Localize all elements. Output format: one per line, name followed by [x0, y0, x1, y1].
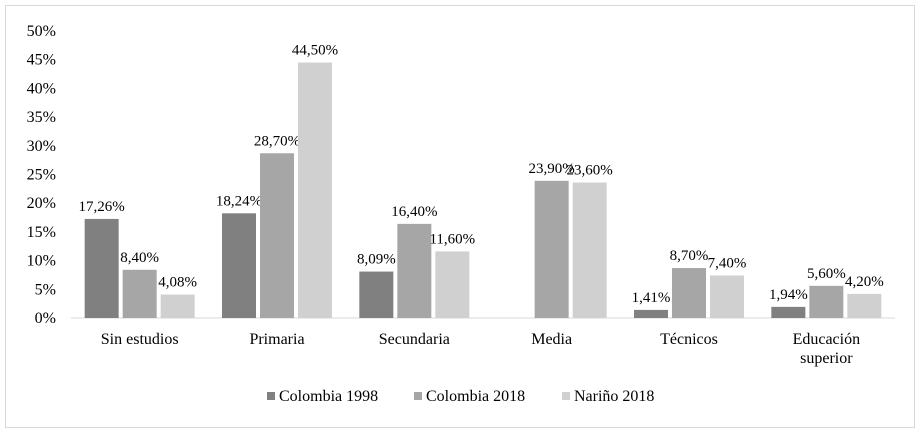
data-label: 5,60% — [807, 266, 846, 282]
bar-colombia-1998-tecnicos — [634, 309, 668, 318]
bar-narino-2018-tecnicos — [710, 275, 744, 318]
x-category-label: Secundaria — [379, 331, 450, 348]
data-label: 8,70% — [670, 248, 709, 264]
data-label: 8,40% — [120, 250, 159, 266]
data-label: 18,24% — [216, 193, 262, 209]
y-tick-label: 35% — [27, 109, 56, 126]
bar-colombia-2018-media — [534, 180, 569, 318]
x-category-label: Educación — [793, 331, 861, 348]
chart-frame — [5, 5, 915, 428]
x-category-label: Media — [531, 331, 572, 348]
bar-colombia-2018-primaria — [260, 153, 294, 318]
legend-swatch-colombia-1998 — [267, 392, 275, 400]
x-category-label: Primaria — [249, 331, 304, 348]
y-tick-label: 45% — [27, 52, 56, 69]
x-category-label: Sin estudios — [101, 331, 179, 348]
bar-narino-2018-sin-estudios — [160, 294, 195, 318]
bar-colombia-1998-primaria — [222, 213, 256, 318]
bar-colombia-1998-secundaria — [359, 271, 394, 318]
y-tick-label: 20% — [27, 195, 56, 212]
legend-label-colombia-1998: Colombia 1998 — [279, 388, 378, 405]
bar-narino-2018-secundaria — [435, 251, 470, 318]
bar-colombia-2018-secundaria — [397, 223, 432, 318]
bar-colombia-1998-sin-estudios — [84, 218, 119, 318]
data-label: 11,60% — [429, 231, 475, 247]
bar-colombia-1998-educacion-superior — [771, 306, 806, 318]
y-tick-label: 40% — [27, 80, 56, 97]
data-label: 1,94% — [769, 287, 808, 303]
legend-swatch-narino-2018 — [562, 392, 570, 400]
legend-swatch-colombia-2018 — [414, 392, 422, 400]
data-label: 28,70% — [254, 133, 300, 149]
x-category-label: superior — [800, 350, 853, 367]
y-tick-label: 30% — [27, 138, 56, 155]
data-label: 8,09% — [357, 252, 396, 268]
legend-label-colombia-2018: Colombia 2018 — [426, 388, 525, 405]
bar-narino-2018-media — [572, 182, 607, 318]
data-label: 23,90% — [529, 161, 575, 177]
data-label: 17,26% — [79, 199, 125, 215]
y-tick-label: 0% — [35, 310, 56, 327]
y-tick-label: 25% — [27, 167, 56, 184]
data-label: 7,40% — [708, 256, 747, 272]
x-category-label: Técnicos — [660, 331, 718, 348]
data-label: 16,40% — [391, 204, 437, 220]
bar-colombia-2018-educacion-superior — [809, 285, 844, 318]
bar-narino-2018-educacion-superior — [847, 293, 882, 318]
bar-colombia-2018-sin-estudios — [122, 269, 157, 318]
data-label: 23,60% — [567, 163, 613, 179]
legend-label-narino-2018: Nariño 2018 — [574, 388, 654, 405]
y-tick-label: 15% — [27, 224, 56, 241]
data-label: 4,08% — [158, 275, 197, 291]
y-tick-label: 50% — [27, 23, 56, 40]
bar-narino-2018-primaria — [298, 62, 332, 318]
data-label: 1,41% — [632, 290, 671, 306]
bar-colombia-2018-tecnicos — [672, 268, 706, 318]
data-label: 4,20% — [845, 274, 884, 290]
y-tick-label: 10% — [27, 253, 56, 270]
data-label: 44,50% — [292, 43, 338, 59]
y-tick-label: 5% — [35, 281, 56, 298]
